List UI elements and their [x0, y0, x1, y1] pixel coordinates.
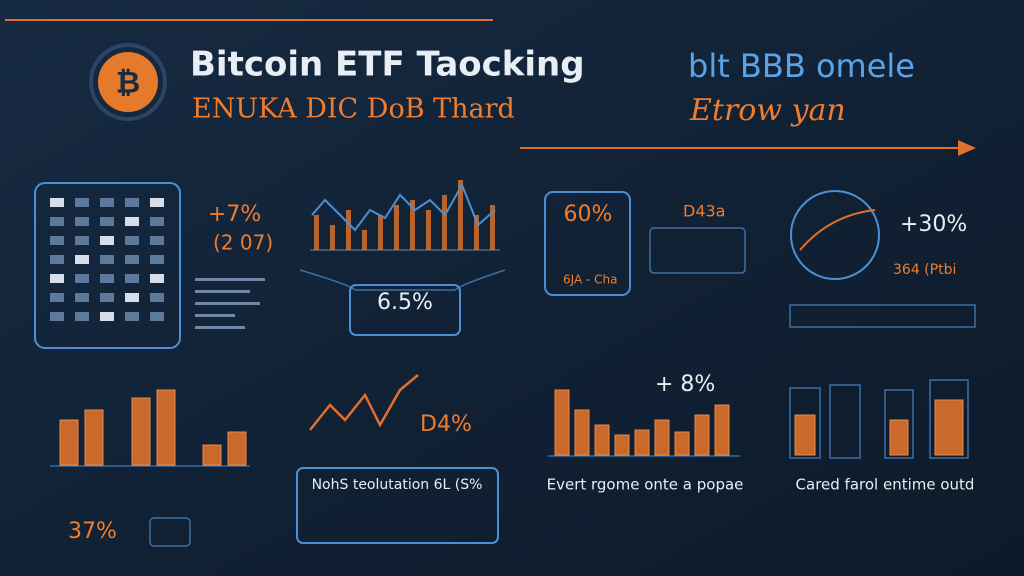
- grid-cell: [50, 255, 64, 264]
- grid-cell: [75, 312, 89, 321]
- grid-cell: [150, 236, 164, 245]
- grid-cell: [100, 217, 114, 226]
- grid-cell: [150, 312, 164, 321]
- bottom-value: 37%: [68, 519, 117, 544]
- bitcoin-symbol: ₿: [116, 66, 140, 101]
- panel-note: (2 07): [213, 231, 273, 255]
- bottom-value: + 8%: [655, 372, 715, 397]
- tagline: Etrow yan: [689, 93, 846, 128]
- grid-cell: [100, 312, 114, 321]
- bottom-caption: NohS teolutation 6L (S%: [312, 477, 483, 493]
- cell-grid: [50, 198, 164, 321]
- grid-cell: [50, 198, 64, 207]
- icon-box: [149, 517, 191, 547]
- grid-cell: [150, 274, 164, 283]
- grid-cell: [125, 255, 139, 264]
- grid-cell: [125, 236, 139, 245]
- panel-value: 6.5%: [377, 290, 433, 315]
- caption-box: [296, 467, 499, 544]
- panel-value: +7%: [208, 202, 261, 227]
- title: Bitcoin ETF Taocking: [190, 45, 585, 85]
- panel-note: 364 (Ptbi: [893, 262, 956, 278]
- grid-cell: [75, 293, 89, 302]
- battery-bars: [789, 379, 969, 459]
- grid-cell: [125, 312, 139, 321]
- grid-cell: [75, 198, 89, 207]
- bar-chart: [548, 389, 740, 457]
- arrow-head: [958, 140, 976, 156]
- grid-cell: [75, 274, 89, 283]
- text-lines: [195, 278, 265, 329]
- stat-box: [544, 191, 631, 296]
- panel-value: +30%: [900, 212, 967, 237]
- line-chart: [310, 180, 500, 251]
- globe-trend: [799, 209, 876, 251]
- grid-cell: [75, 255, 89, 264]
- bottom-value: D4%: [420, 412, 472, 437]
- grid-cell: [100, 255, 114, 264]
- grid-cell: [150, 198, 164, 207]
- globe-base: [789, 304, 976, 328]
- grid-cell: [100, 198, 114, 207]
- bottom-caption: Cared farol entime outd: [796, 476, 975, 494]
- grid-cell: [75, 217, 89, 226]
- grid-cell: [100, 293, 114, 302]
- grid-cell: [100, 236, 114, 245]
- grid-cell: [50, 312, 64, 321]
- subtitle: ENUKA DIC DoB Thard: [192, 94, 515, 125]
- grid-cell: [75, 236, 89, 245]
- grid-cell: [50, 217, 64, 226]
- bitcoin-icon: [98, 52, 158, 112]
- panel-label: D43a: [683, 202, 725, 221]
- panel-value: 60%: [564, 202, 613, 227]
- calc-panel: [34, 182, 181, 349]
- grid-cell: [50, 293, 64, 302]
- connector: [299, 269, 506, 291]
- grid-cell: [150, 293, 164, 302]
- coin-ring: [89, 43, 167, 121]
- grid-cell: [125, 198, 139, 207]
- bar-groups: [50, 389, 250, 467]
- info-box: [649, 227, 746, 274]
- grid-cell: [125, 274, 139, 283]
- grid-cell: [150, 217, 164, 226]
- brand: blt BBB omele: [688, 47, 915, 85]
- grid-cell: [50, 236, 64, 245]
- zigzag: [309, 374, 419, 431]
- grid-cell: [125, 293, 139, 302]
- grid-cell: [50, 274, 64, 283]
- globe: [790, 190, 880, 280]
- grid-cell: [100, 274, 114, 283]
- bottom-caption: Evert rgome onte a popae: [547, 476, 744, 494]
- grid-cell: [150, 255, 164, 264]
- panel-note: 6JA - Cha: [563, 273, 617, 287]
- value-box: [349, 284, 461, 336]
- grid-cell: [125, 217, 139, 226]
